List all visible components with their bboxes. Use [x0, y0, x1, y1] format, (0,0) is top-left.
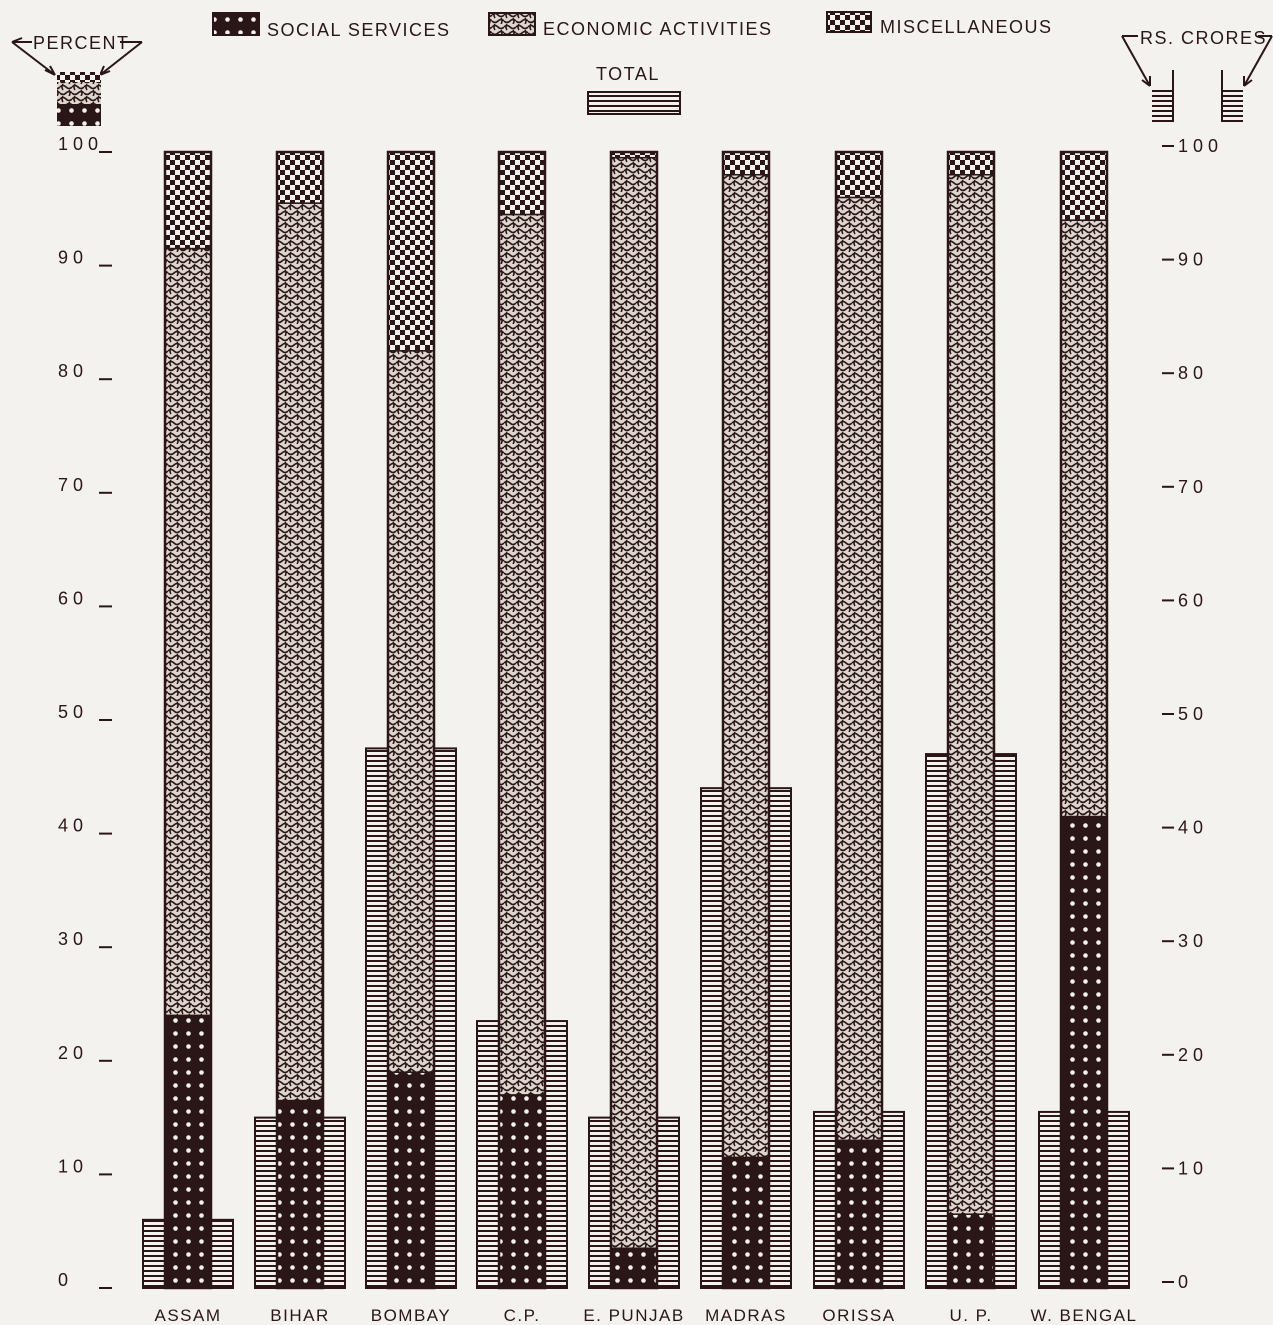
right-key-total-icon — [1152, 90, 1172, 122]
bar-outline-2 — [386, 150, 436, 1290]
legend-label-total: TOTAL — [596, 64, 660, 84]
bar-social-services-1 — [276, 1099, 324, 1289]
right-tick-label: 30 — [1178, 931, 1208, 951]
left-label-arrow-icon — [99, 41, 143, 76]
legend-label-social-services: SOCIAL SERVICES — [267, 20, 451, 40]
bar-outline-1 — [275, 150, 325, 1290]
legend: SOCIAL SERVICES ECONOMIC ACTIVITIES MISC… — [212, 11, 1053, 115]
bar-miscellaneous-3 — [498, 151, 546, 216]
legend-swatch-social-services — [212, 12, 260, 36]
category-label: BIHAR — [270, 1306, 329, 1325]
left-axis: 0 10 20 30 40 50 60 70 80 90 100 — [58, 134, 112, 1290]
bar-outline-6 — [834, 150, 884, 1290]
right-tick-label: 70 — [1178, 477, 1208, 497]
left-label-arrow-icon — [11, 37, 56, 76]
bar-miscellaneous-5 — [722, 151, 770, 176]
left-tick-label: 50 — [58, 702, 88, 722]
right-axis-header: RS. CRORES — [1121, 28, 1273, 122]
bar-economic-activities-1 — [276, 202, 324, 1102]
right-tick-label: 20 — [1178, 1045, 1208, 1065]
right-axis: 0 10 20 30 40 50 60 70 80 90 100 — [1162, 136, 1223, 1292]
bars — [142, 150, 1130, 1290]
bar-social-services-7 — [947, 1213, 995, 1289]
bar-outline-4 — [609, 150, 659, 1290]
right-tick-label: 10 — [1178, 1158, 1208, 1178]
left-key-misc-icon — [57, 72, 101, 82]
left-tick-label: 90 — [58, 248, 88, 268]
left-tick-label: 80 — [58, 361, 88, 381]
left-axis-header: PERCENT — [11, 33, 143, 126]
bar-economic-activities-3 — [498, 213, 546, 1096]
right-tick-label: 100 — [1178, 136, 1223, 156]
right-tick-label: 40 — [1178, 818, 1208, 838]
category-label: W. BENGAL — [1030, 1306, 1137, 1325]
legend-label-miscellaneous: MISCELLANEOUS — [880, 17, 1053, 37]
bar-outline-0 — [163, 150, 213, 1290]
bar-social-services-8 — [1060, 815, 1108, 1289]
left-tick-label: 20 — [58, 1043, 88, 1063]
bar-economic-activities-8 — [1060, 219, 1108, 818]
bar-social-services-3 — [498, 1094, 546, 1289]
category-label: U. P. — [949, 1306, 992, 1325]
right-tick-label: 90 — [1178, 250, 1208, 270]
bar-miscellaneous-0 — [164, 151, 212, 250]
category-label: ASSAM — [154, 1306, 221, 1325]
right-key-total-icon — [1223, 90, 1243, 122]
right-tick-label: 0 — [1178, 1272, 1193, 1292]
category-label: E. PUNJAB — [583, 1306, 684, 1325]
bar-miscellaneous-8 — [1060, 151, 1108, 221]
left-key-social-icon — [57, 104, 101, 126]
legend-swatch-economic-activities — [488, 12, 536, 36]
bar-miscellaneous-6 — [835, 151, 883, 199]
bar-social-services-5 — [722, 1156, 770, 1289]
left-tick-label: 0 — [58, 1270, 73, 1290]
bar-economic-activities-6 — [835, 196, 883, 1142]
bar-outline-8 — [1059, 150, 1109, 1290]
category-label: ORISSA — [822, 1306, 895, 1325]
bar-miscellaneous-7 — [947, 151, 995, 176]
left-tick-label: 40 — [58, 816, 88, 836]
left-tick-label: 100 — [58, 134, 103, 154]
left-axis-label: PERCENT — [33, 33, 130, 53]
bar-outline-5 — [721, 150, 771, 1290]
bar-economic-activities-0 — [164, 247, 212, 1017]
bar-economic-activities-5 — [722, 173, 770, 1159]
bar-outline-7 — [946, 150, 996, 1290]
bar-social-services-6 — [835, 1139, 883, 1289]
category-label: BOMBAY — [371, 1306, 451, 1325]
legend-label-economic-activities: ECONOMIC ACTIVITIES — [543, 19, 773, 39]
left-tick-label: 60 — [58, 588, 88, 608]
bar-social-services-0 — [164, 1014, 212, 1289]
legend-swatch-total — [587, 91, 681, 115]
bar-economic-activities-2 — [387, 350, 435, 1073]
left-tick-label: 30 — [58, 929, 88, 949]
bar-outline-3 — [497, 150, 547, 1290]
right-axis-label: RS. CRORES — [1140, 28, 1267, 48]
left-key-econ-icon — [57, 82, 101, 104]
bar-social-services-4 — [610, 1247, 658, 1289]
bar-economic-activities-4 — [610, 156, 658, 1249]
right-tick-label: 60 — [1178, 590, 1208, 610]
bar-miscellaneous-2 — [387, 151, 435, 352]
category-label: C.P. — [504, 1306, 541, 1325]
right-label-arrow-icon — [1121, 35, 1151, 87]
legend-swatch-miscellaneous — [826, 11, 872, 33]
right-tick-label: 80 — [1178, 363, 1208, 383]
bar-social-services-2 — [387, 1071, 435, 1289]
right-label-arrow-icon — [1243, 35, 1273, 87]
category-labels: ASSAM BIHAR BOMBAY C.P. E. PUNJAB MADRAS ORISS… — [154, 1306, 1137, 1325]
bar-economic-activities-7 — [947, 173, 995, 1215]
right-tick-label: 50 — [1178, 704, 1208, 724]
category-label: MADRAS — [705, 1306, 787, 1325]
bar-miscellaneous-1 — [276, 151, 324, 204]
left-tick-label: 10 — [58, 1156, 88, 1176]
left-tick-label: 70 — [58, 475, 88, 495]
